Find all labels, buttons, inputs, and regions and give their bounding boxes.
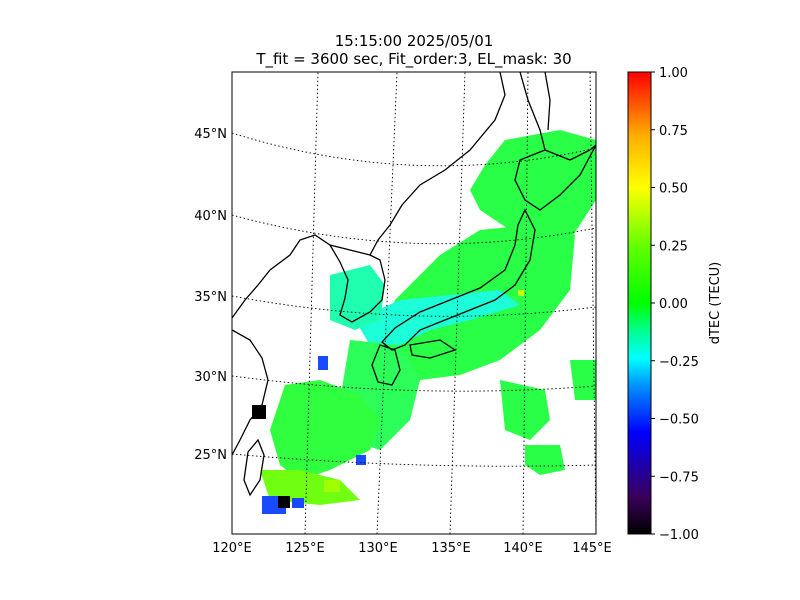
lat-label-40: 40°N	[194, 209, 227, 224]
figure-title: 15:15:00 2025/05/01 T_fit = 3600 sec, Fi…	[232, 32, 596, 68]
lat-label-45: 45°N	[194, 127, 227, 142]
colorbar-gradient	[627, 71, 652, 535]
lat-label-25: 25°N	[194, 448, 227, 463]
cb-label-neg-0.50: −0.50	[659, 413, 699, 428]
cb-label-0.25: 0.25	[659, 239, 688, 254]
cb-label-neg-0.75: −0.75	[659, 470, 699, 485]
cb-label-neg-1.00: −1.00	[659, 528, 699, 543]
title-line-2: T_fit = 3600 sec, Fit_order:3, EL_mask: …	[256, 50, 572, 68]
lon-label-120: 120°E	[212, 541, 252, 556]
map-area	[232, 72, 596, 534]
colorbar: 1.00 0.75 0.50 0.25 0.00 −0.25 −0.50 −0.…	[627, 66, 723, 543]
colorbar-ticks	[651, 71, 655, 535]
cb-label-0.75: 0.75	[659, 124, 688, 139]
longitude-labels: 120°E 125°E 130°E 135°E 140°E 145°E	[212, 541, 612, 556]
cb-label-neg-0.25: −0.25	[659, 355, 699, 370]
latitude-labels: 45°N 40°N 35°N 30°N 25°N	[194, 127, 227, 463]
lon-label-135: 135°E	[431, 541, 471, 556]
graticule	[232, 72, 596, 534]
lon-label-145: 145°E	[572, 541, 612, 556]
coastlines	[232, 72, 596, 497]
map-frame	[231, 71, 597, 535]
colorbar-label: dTEC (TECU)	[708, 262, 723, 345]
lat-label-35: 35°N	[194, 290, 227, 305]
title-line-1: 15:15:00 2025/05/01	[334, 32, 494, 50]
lon-label-140: 140°E	[503, 541, 543, 556]
lon-label-125: 125°E	[285, 541, 325, 556]
cb-label-1.00: 1.00	[659, 66, 688, 81]
colorbar-labels: 1.00 0.75 0.50 0.25 0.00 −0.25 −0.50 −0.…	[659, 66, 699, 543]
lon-label-130: 130°E	[358, 541, 398, 556]
cb-label-0.00: 0.00	[659, 297, 688, 312]
cb-label-0.50: 0.50	[659, 182, 688, 197]
lat-label-30: 30°N	[194, 370, 227, 385]
